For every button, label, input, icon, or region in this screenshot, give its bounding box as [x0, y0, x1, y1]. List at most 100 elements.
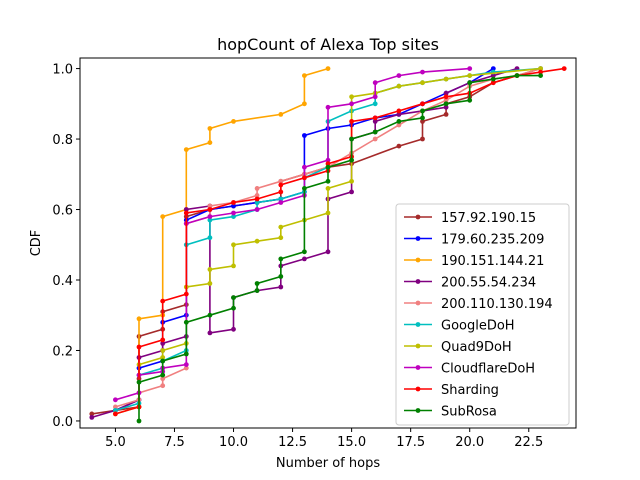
data-point: [443, 112, 449, 117]
y-axis-ticks: 0.0 0.2 0.4 0.6 0.8 1.0: [52, 63, 80, 430]
data-point: [420, 80, 425, 86]
data-point: [278, 235, 284, 241]
data-point: [207, 267, 213, 272]
data-point: [514, 73, 520, 78]
data-point: [325, 164, 331, 170]
data-point: [302, 256, 307, 262]
x-tick-label: 12.5: [278, 435, 307, 450]
legend-entry: SubRosa: [404, 405, 497, 420]
legend-box: [395, 203, 570, 426]
x-tick-label: 17.5: [396, 435, 425, 450]
data-point: [349, 94, 354, 100]
legend-label: Quad9DoH: [441, 340, 512, 355]
data-point: [207, 203, 213, 209]
data-point: [113, 411, 118, 417]
data-point: [113, 404, 118, 410]
data-point: [420, 101, 425, 107]
legend-swatch-marker: [415, 343, 421, 349]
data-point: [278, 224, 284, 230]
data-point: [396, 83, 402, 89]
data-point: [136, 379, 142, 385]
legend-entry: CloudflareDoH: [404, 362, 535, 377]
legend-entry: Quad9DoH: [404, 340, 512, 355]
legend-label: CloudflareDoH: [441, 362, 535, 377]
legend-entry: Sharding: [404, 383, 499, 398]
y-tick-label: 0.6: [52, 204, 73, 219]
data-point: [254, 193, 260, 198]
y-tick-label: 1.0: [52, 63, 73, 78]
data-point: [254, 281, 260, 286]
data-point: [420, 119, 425, 124]
series-6: [113, 66, 543, 417]
chart-title: hopCount of Alexa Top sites: [217, 35, 439, 54]
data-point: [160, 337, 166, 343]
data-point: [136, 418, 142, 424]
data-point: [231, 119, 236, 124]
legend-swatch-marker: [415, 300, 421, 306]
y-tick-label: 0.4: [52, 274, 73, 289]
x-axis-label: Number of hops: [276, 456, 380, 471]
legend-entry: 157.92.190.15: [404, 211, 536, 226]
data-point: [443, 104, 449, 110]
data-point: [490, 80, 496, 86]
data-point: [231, 326, 236, 332]
legend-swatch-marker: [415, 365, 421, 370]
data-point: [231, 214, 236, 220]
data-point: [231, 200, 236, 205]
data-point: [254, 207, 260, 212]
legend-swatch-marker: [415, 408, 421, 413]
legend-swatch-marker: [415, 279, 421, 284]
data-point: [278, 200, 284, 205]
data-point: [325, 66, 331, 71]
data-point: [443, 76, 449, 82]
data-point: [396, 108, 402, 114]
data-point: [325, 210, 331, 216]
x-tick-label: 20.0: [455, 435, 484, 450]
y-axis-label: CDF: [29, 230, 44, 257]
data-point: [372, 115, 378, 121]
data-point: [254, 288, 260, 293]
data-point: [183, 147, 189, 153]
data-point: [349, 119, 354, 124]
series-2: [136, 66, 331, 410]
data-point: [302, 175, 307, 181]
data-point: [207, 207, 213, 212]
data-point: [183, 351, 189, 357]
data-point: [231, 210, 236, 216]
x-tick-label: 22.5: [514, 435, 543, 450]
legend-label: 179.60.235.209: [441, 233, 544, 248]
data-point: [254, 238, 260, 244]
data-point: [278, 189, 284, 195]
data-point: [231, 263, 236, 269]
data-point: [278, 284, 284, 290]
plot-frame: [79, 57, 577, 429]
data-point: [325, 249, 331, 255]
data-point: [396, 73, 402, 78]
data-point: [278, 182, 284, 188]
data-point: [160, 372, 166, 378]
data-point: [396, 112, 402, 117]
data-point: [372, 94, 378, 100]
legend-label: 200.55.54.234: [441, 276, 536, 291]
data-point: [231, 305, 236, 311]
data-point: [325, 157, 331, 163]
data-point: [278, 256, 284, 262]
legend-entry: GoogleDoH: [404, 319, 515, 334]
data-point: [89, 411, 95, 417]
data-point: [325, 104, 331, 110]
data-point: [254, 200, 260, 205]
plot-lines: [89, 66, 567, 424]
data-point: [396, 122, 402, 128]
data-point: [561, 66, 567, 71]
data-point: [302, 164, 307, 170]
data-point: [254, 186, 260, 191]
data-point: [278, 196, 284, 202]
data-point: [160, 341, 166, 346]
data-point: [207, 126, 213, 131]
data-point: [467, 66, 473, 71]
legend-swatch-marker: [415, 236, 421, 241]
data-point: [160, 383, 166, 389]
data-point: [302, 186, 307, 191]
data-point: [490, 66, 496, 71]
